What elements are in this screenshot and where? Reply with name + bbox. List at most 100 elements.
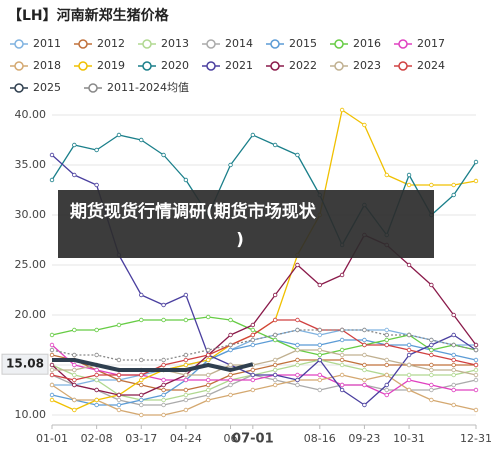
point-marker [183, 177, 189, 183]
legend-label: 2012 [97, 37, 125, 50]
point-marker [429, 347, 434, 353]
point-marker [406, 362, 412, 368]
point-marker [295, 342, 300, 348]
point-marker [295, 382, 300, 388]
point-marker [116, 392, 122, 398]
legend-label: 2023 [353, 59, 381, 72]
point-marker [183, 377, 189, 383]
point-marker [451, 367, 456, 373]
point-marker [49, 342, 55, 348]
point-marker [429, 397, 434, 403]
legend-swatch-marker [142, 39, 152, 49]
point-marker [161, 387, 166, 393]
point-marker [451, 357, 456, 363]
point-marker [94, 147, 99, 153]
legend-swatch-marker [206, 61, 216, 71]
point-marker [49, 177, 55, 183]
point-marker [228, 342, 233, 348]
point-marker [72, 172, 77, 178]
point-marker [94, 397, 99, 403]
legend-swatch-marker [334, 39, 344, 49]
y-tick-label: 30.00 [15, 208, 47, 221]
point-marker [206, 382, 211, 388]
point-marker [94, 327, 99, 333]
point-marker [473, 178, 479, 184]
point-marker [206, 347, 211, 353]
point-marker [272, 142, 278, 148]
point-marker [384, 327, 389, 333]
point-marker [451, 342, 456, 348]
point-marker [72, 367, 77, 373]
point-marker [250, 332, 256, 338]
point-marker [429, 282, 434, 288]
point-marker [406, 332, 412, 338]
point-marker [116, 402, 122, 408]
point-marker [473, 159, 479, 165]
point-marker [473, 342, 479, 348]
point-marker [161, 392, 166, 398]
point-marker [250, 132, 256, 138]
point-marker [94, 387, 99, 393]
point-marker [183, 362, 189, 368]
point-marker [339, 372, 345, 378]
point-marker [250, 367, 256, 373]
point-marker [429, 352, 434, 358]
point-marker [384, 337, 389, 343]
point-marker [161, 152, 166, 158]
series-line [51, 354, 476, 391]
point-marker [161, 402, 166, 408]
point-marker [362, 367, 367, 373]
point-marker [206, 314, 211, 320]
x-tick-label: 06 [224, 432, 238, 445]
point-marker [406, 352, 412, 358]
overlay-banner [58, 190, 434, 258]
legend-label: 2018 [33, 59, 61, 72]
legend-item: 2018 [10, 59, 61, 72]
point-marker [272, 317, 278, 323]
legend-swatch-marker [88, 83, 98, 93]
point-marker [451, 382, 456, 388]
legend-item: 2023 [330, 59, 381, 72]
legend-label: 2025 [33, 81, 61, 94]
legend-swatch-marker [14, 39, 24, 49]
legend-label: 2019 [97, 59, 125, 72]
x-tick-label: 04-24 [170, 432, 202, 445]
series-line [51, 319, 477, 381]
point-marker [451, 352, 456, 358]
point-marker [94, 402, 99, 408]
x-tick-label: 12-31 [460, 432, 492, 445]
legend-swatch-marker [78, 39, 88, 49]
legend-swatch-marker [270, 39, 280, 49]
point-marker [206, 392, 211, 398]
point-marker [451, 182, 456, 188]
point-marker [250, 322, 256, 328]
point-marker [384, 342, 389, 348]
point-marker [206, 377, 211, 383]
point-marker [139, 397, 144, 403]
point-marker [317, 282, 322, 288]
point-marker [295, 262, 300, 268]
point-marker [384, 362, 389, 368]
point-marker [272, 367, 278, 373]
point-marker [317, 357, 322, 363]
point-marker [72, 397, 77, 403]
point-marker [250, 387, 256, 393]
point-marker [295, 152, 300, 158]
current-value-label: 15.08 [6, 357, 44, 371]
legend-item: 2017 [394, 37, 445, 50]
point-marker [116, 377, 122, 383]
point-marker [406, 172, 412, 178]
point-marker [183, 397, 189, 403]
point-marker [161, 397, 166, 403]
point-marker [473, 362, 479, 368]
point-marker [362, 402, 367, 408]
point-marker [49, 352, 55, 358]
point-marker [183, 352, 189, 358]
legend-item: 2014 [202, 37, 253, 50]
current-value-box [1, 353, 49, 375]
point-marker [72, 327, 77, 333]
point-marker [451, 362, 456, 368]
series-line [51, 234, 477, 396]
point-marker [406, 262, 412, 268]
point-marker [72, 377, 77, 383]
